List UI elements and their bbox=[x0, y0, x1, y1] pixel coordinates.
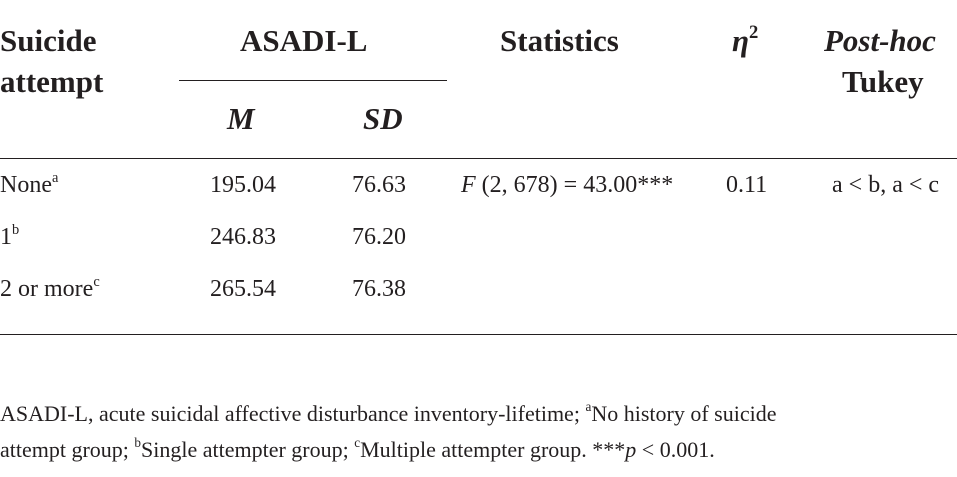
header-tukey: Tukey bbox=[842, 64, 924, 99]
footnote-line-1: ASADI-L, acute suicidal affective distur… bbox=[0, 399, 777, 426]
row-none-label: Nonea bbox=[0, 169, 59, 198]
header-eta-squared: η2 bbox=[732, 21, 759, 58]
table-bottom-rule bbox=[0, 334, 957, 335]
row-1-label: 1b bbox=[0, 221, 20, 250]
row-none-statistic: F (2, 678) = 43.00*** bbox=[461, 172, 674, 198]
header-asadi-l: ASADI-L bbox=[240, 23, 368, 58]
header-bottom-rule bbox=[0, 158, 957, 159]
row-2-or-more-m: 265.54 bbox=[210, 276, 276, 302]
header-post-hoc: Post-hoc bbox=[824, 23, 936, 58]
row-1-sd: 76.20 bbox=[352, 224, 406, 250]
header-suicide-attempt-line1: Suicide bbox=[0, 23, 97, 58]
header-group-rule bbox=[179, 80, 447, 81]
row-none-eta: 0.11 bbox=[726, 172, 768, 198]
header-statistics: Statistics bbox=[500, 23, 619, 58]
row-2-or-more-sd: 76.38 bbox=[352, 276, 406, 302]
row-none-sd: 76.63 bbox=[352, 172, 406, 198]
header-m: M bbox=[227, 101, 255, 136]
row-none-m: 195.04 bbox=[210, 172, 276, 198]
header-suicide-attempt-line2: attempt bbox=[0, 64, 104, 99]
row-none-posthoc: a < b, a < c bbox=[832, 172, 940, 198]
row-2-or-more-label: 2 or morec bbox=[0, 273, 100, 302]
header-sd: SD bbox=[363, 101, 403, 136]
row-1-m: 246.83 bbox=[210, 224, 276, 250]
footnote-line-2: attempt group; bSingle attempter group; … bbox=[0, 435, 715, 462]
